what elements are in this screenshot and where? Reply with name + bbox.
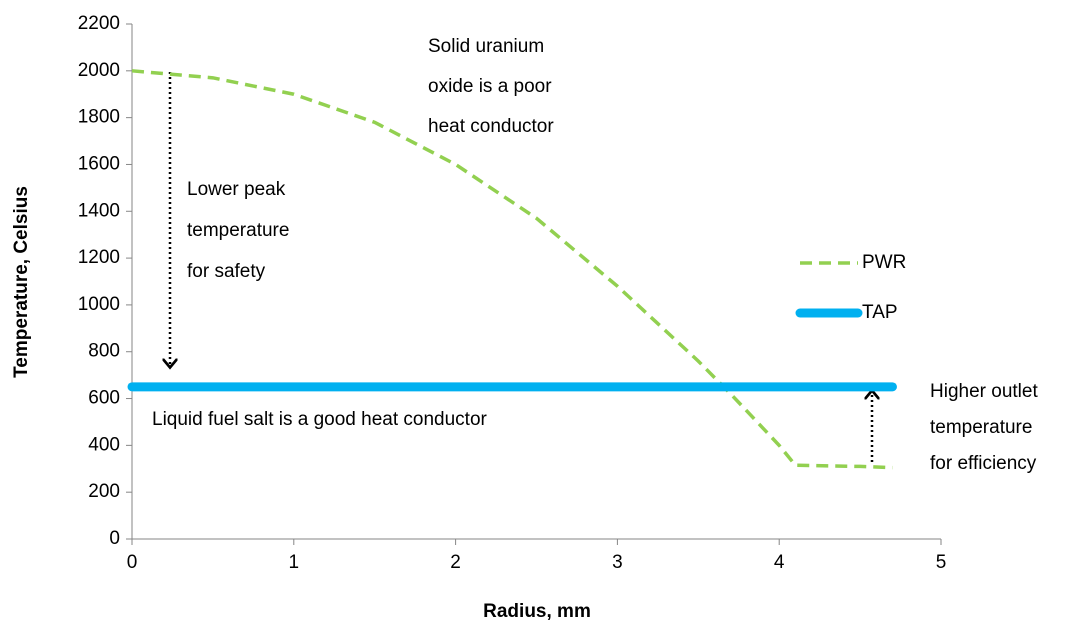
x-tick-label: 0 [127, 552, 138, 573]
y-tick-label: 1800 [78, 107, 120, 128]
y-tick-label: 0 [109, 528, 120, 549]
x-tick-label: 5 [936, 552, 947, 573]
legend-label: TAP [862, 302, 898, 323]
annotation: Liquid fuel salt is a good heat conducto… [152, 409, 488, 430]
annotation: for efficiency [930, 453, 1037, 474]
x-tick-label: 4 [774, 552, 785, 573]
x-axis-title: Radius, mm [483, 601, 591, 622]
legend-label: PWR [862, 252, 906, 273]
annotation: heat conductor [428, 116, 554, 137]
annotation: Lower peak [187, 179, 286, 200]
annotation: for safety [187, 261, 266, 282]
y-tick-label: 600 [88, 388, 120, 409]
y-tick-label: 2200 [78, 13, 120, 34]
y-tick-label: 200 [88, 481, 120, 502]
y-tick-label: 800 [88, 341, 120, 362]
annotation: temperature [187, 220, 289, 241]
series-line [131, 69, 893, 470]
y-tick-label: 1000 [78, 294, 120, 315]
x-tick-label: 2 [450, 552, 461, 573]
x-tick-label: 1 [289, 552, 300, 573]
annotation: Solid uranium [428, 36, 544, 57]
annotation: Higher outlet [930, 381, 1038, 402]
y-axis-title: Temperature, Celsius [11, 186, 32, 378]
annotation: temperature [930, 417, 1032, 438]
y-tick-label: 1600 [78, 153, 120, 174]
y-tick-label: 1200 [78, 247, 120, 268]
y-tick-label: 1400 [78, 200, 120, 221]
y-tick-label: 2000 [78, 60, 120, 81]
x-tick-label: 3 [612, 552, 623, 573]
y-tick-label: 400 [88, 434, 120, 455]
annotation: oxide is a poor [428, 76, 552, 97]
